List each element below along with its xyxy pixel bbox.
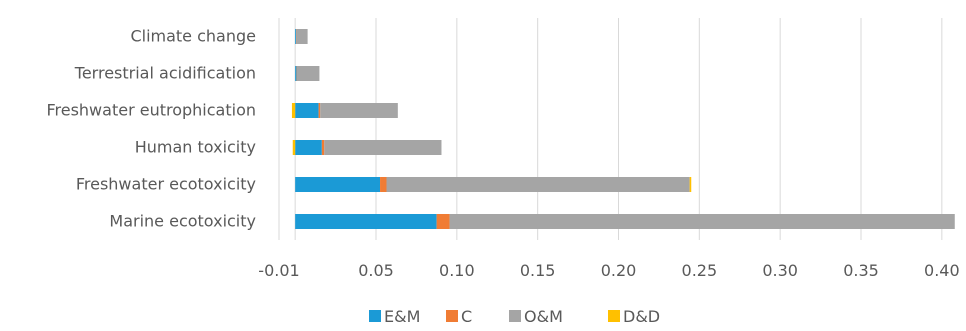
bar-segment	[295, 214, 437, 229]
x-tick-label: 0.35	[843, 261, 879, 280]
bar-segment	[296, 66, 297, 81]
bar-segment	[324, 140, 442, 155]
bar-segment	[295, 103, 319, 118]
bar-segment	[318, 103, 321, 118]
legend-label: D&D	[623, 307, 660, 326]
bar-segment	[291, 103, 296, 118]
bar-segment	[292, 140, 296, 155]
bar-segment	[320, 103, 398, 118]
tick-labels: -0.01 0.05 0.10 0.15 0.20 0.25 0.30 0.35 0.40	[258, 261, 959, 280]
x-tick-label: 0.20	[601, 261, 637, 280]
bar-segment	[295, 66, 297, 81]
legend-label: O&M	[524, 307, 563, 326]
category-labels: Climate change Terrestrial acidification F…	[46, 27, 256, 231]
x-tick-label: 0.15	[520, 261, 556, 280]
legend-label: E&M	[384, 307, 420, 326]
bar-segment	[296, 29, 308, 44]
bar-segment	[380, 177, 387, 192]
category-label: Marine ecotoxicity	[109, 212, 256, 231]
x-tick-label: 0.40	[924, 261, 960, 280]
legend: E&M C O&M D&D	[369, 307, 660, 326]
bar-segment	[295, 29, 297, 44]
category-label: Terrestrial acidification	[74, 64, 256, 83]
category-label: Freshwater ecotoxicity	[76, 175, 256, 194]
bar-segment	[689, 177, 692, 192]
legend-swatch	[608, 310, 620, 322]
legend-swatch	[369, 310, 381, 322]
x-tick-label: 0.05	[358, 261, 394, 280]
x-tick-label: 0.30	[762, 261, 798, 280]
legend-swatch	[509, 310, 521, 322]
x-tick-label: 0.10	[439, 261, 475, 280]
x-tick-label: -0.01	[258, 261, 299, 280]
category-label: Climate change	[130, 27, 256, 46]
legend-swatch	[446, 310, 458, 322]
bars	[291, 29, 955, 229]
bar-segment	[296, 66, 320, 81]
category-label: Freshwater eutrophication	[46, 101, 256, 120]
bar-segment	[295, 140, 322, 155]
x-tick-label: 0.25	[682, 261, 718, 280]
gridlines	[278, 18, 943, 240]
bar-segment	[295, 177, 381, 192]
bar-segment	[321, 140, 325, 155]
bar-segment	[386, 177, 690, 192]
category-label: Human toxicity	[135, 138, 256, 157]
legend-label: C	[461, 307, 472, 326]
bar-segment	[449, 214, 955, 229]
bar-segment	[436, 214, 450, 229]
